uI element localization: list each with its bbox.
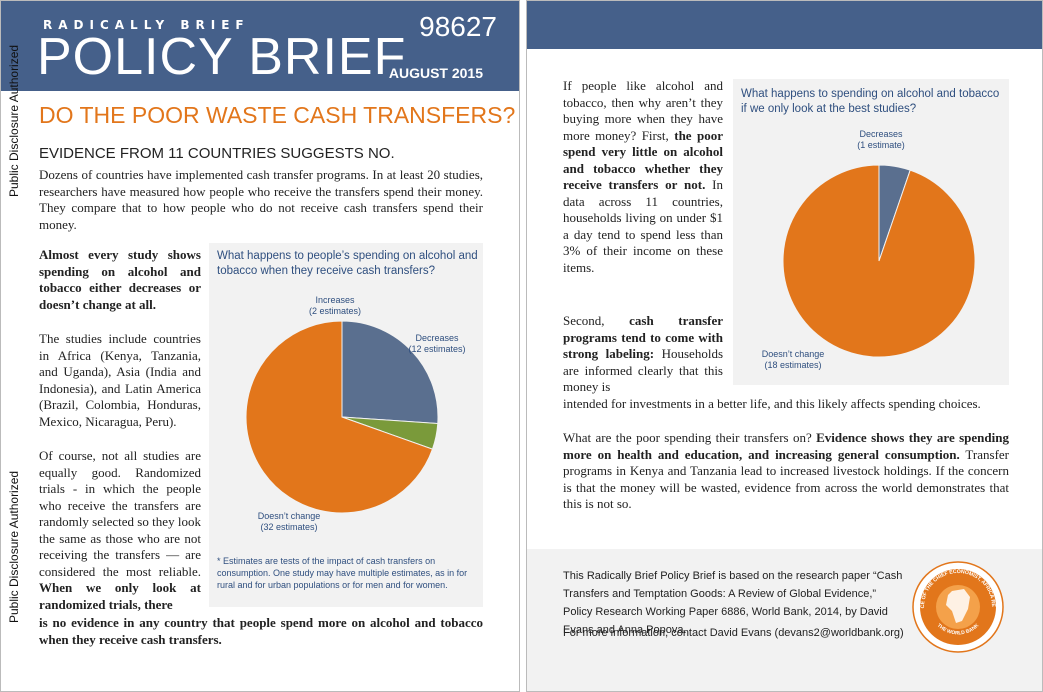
labeling-text-b: Households are informed clearly that thi…	[563, 346, 723, 394]
labeling-text-a: Second,	[563, 313, 605, 328]
publication-date: AUGUST 2015	[388, 65, 483, 81]
disclosure-stamp-bottom: Public Disclosure Authorized	[7, 470, 21, 623]
spending-paragraph: What are the poor spending their transfe…	[563, 430, 1009, 513]
pie-label: Decreases	[415, 333, 459, 343]
footer-citation: This Radically Brief Policy Brief is bas…	[563, 570, 903, 636]
pie-label: Doesn’t change	[258, 511, 321, 521]
pie-label: Doesn’t change	[762, 349, 825, 359]
pie-label: Decreases	[859, 129, 903, 139]
rct-text: Of course, not all studies are equally g…	[39, 448, 201, 579]
pie-sublabel: (1 estimate)	[857, 140, 905, 150]
chart-panel-2: What happens to spending on alcohol and …	[733, 79, 1009, 385]
spending-text-a: What are the poor spending their transfe…	[563, 430, 812, 445]
pie-slice-decreases	[341, 320, 439, 425]
document-number: 98627	[419, 11, 497, 42]
brief-title: POLICY BRIEF	[37, 28, 407, 86]
pie-sublabel: (12 estimates)	[408, 344, 465, 354]
pie-slice-doesn-t-change	[782, 164, 976, 358]
intro-paragraph: Dozens of countries have implemented cas…	[39, 167, 483, 232]
header-banner: RADICALLY BRIEF POLICY BRIEF 98627 AUGUS…	[1, 1, 519, 91]
header-banner-2	[527, 1, 1042, 49]
footer: This Radically Brief Policy Brief is bas…	[527, 549, 1042, 691]
alcohol-text-b: In data across 11 countries, households …	[563, 177, 724, 275]
pie-label: Increases	[315, 295, 355, 305]
labeling-text-bold: cash transfer programs tend to come with…	[563, 313, 723, 361]
pie-sublabel: (18 estimates)	[764, 360, 821, 370]
footer-contact: For more information, contact David Evan…	[563, 627, 904, 639]
pie-sublabel: (32 estimates)	[260, 522, 317, 532]
labeling-continued: intended for investments in a better lif…	[563, 396, 981, 411]
page-1: RADICALLY BRIEF POLICY BRIEF 98627 AUGUS…	[0, 0, 520, 692]
chart-panel-1: What happens to people’s spending on alc…	[209, 243, 483, 607]
chief-economist-seal-icon: OFFICE OF THE CHIEF ECONOMIST, AFRICA RE…	[912, 561, 1004, 653]
spending-text-bold: Evidence shows they are spending more on…	[563, 430, 1009, 462]
spending-text-b: Transfer programs in Kenya and Tanzania …	[563, 446, 1009, 512]
chart-2-title: What happens to spending on alcohol and …	[741, 88, 1000, 115]
chart-1-title: What happens to people’s spending on alc…	[217, 250, 478, 277]
countries-paragraph: The studies include countries in Africa …	[39, 331, 201, 429]
alcohol-paragraph: If people like alcohol and tobacco, then…	[563, 78, 723, 276]
page-2: If people like alcohol and tobacco, then…	[526, 0, 1043, 692]
rct-paragraph: Of course, not all studies are equally g…	[39, 448, 201, 613]
chart-1-note: * Estimates are tests of the impact of c…	[217, 556, 468, 590]
disclosure-stamp-top: Public Disclosure Authorized	[7, 44, 21, 197]
subheadline: EVIDENCE FROM 11 COUNTRIES SUGGESTS NO.	[39, 145, 395, 162]
pie-chart-1: Decreases(12 estimates) Increases(2 estim…	[245, 295, 466, 532]
alcohol-text-a: If people like alcohol and tobacco, then…	[563, 78, 723, 143]
pie-slice-doesn-t-change	[245, 320, 434, 514]
labeling-paragraph: Second, cash transfer programs tend to c…	[563, 313, 723, 396]
pie-sublabel: (2 estimates)	[309, 306, 361, 316]
rct-bold-start: When we only look at randomized trials, …	[39, 580, 201, 612]
series-kicker: RADICALLY BRIEF	[43, 18, 250, 32]
pie-chart-2: Decreases(1 estimate) Doesn’t change(18 e…	[762, 129, 976, 370]
alcohol-text-bold: the poor spend very little on alcohol an…	[563, 127, 723, 193]
key-finding: Almost every study shows spending on alc…	[39, 247, 201, 312]
headline: DO THE POOR WASTE CASH TRANSFERS?	[39, 102, 516, 128]
rct-conclusion: is no evidence in any country that peopl…	[39, 615, 483, 647]
